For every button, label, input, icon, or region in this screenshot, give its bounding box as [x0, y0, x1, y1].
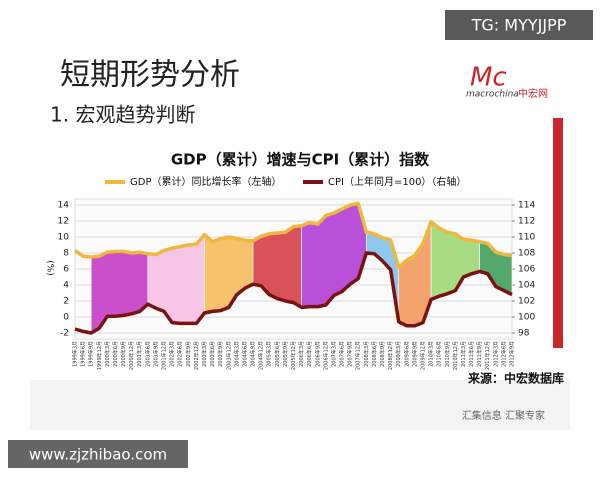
x-tick-label: 2012年6月 [500, 341, 507, 367]
x-tick-label: 2006年12月 [322, 341, 329, 370]
series-line [74, 201, 513, 270]
slide-subtitle: 1. 宏观趋势判断 [50, 103, 195, 127]
x-tick-label: 2002年9月 [185, 341, 192, 367]
x-tick-label: 1999年3月 [72, 341, 79, 367]
x-tick-label: 2007年6月 [339, 341, 346, 367]
x-tick-label: 2010年3月 [428, 341, 435, 367]
x-tick-label: 2002年12月 [193, 341, 200, 370]
x-tick-label: 2011年9月 [476, 341, 483, 367]
y-tick-label: 0 [63, 313, 69, 323]
x-tick-label: 2001年6月 [144, 341, 151, 367]
x-tick-label: 2011年3月 [460, 341, 467, 367]
x-tick-label: 2009年9月 [411, 341, 418, 367]
x-tick-label: 2009年12月 [419, 341, 426, 370]
x-tick-label: 2000年3月 [104, 341, 111, 367]
x-tick-label: 2010年6月 [436, 341, 443, 367]
site: www.zjzhibao.com [29, 446, 167, 464]
x-tick-label: 2012年3月 [492, 341, 499, 367]
x-tick-label: 2004年9月 [250, 341, 257, 367]
legend-label: GDP（累计）同比增长率（左轴） [130, 175, 281, 188]
x-tick-label: 2006年3月 [298, 341, 305, 367]
y2-tick-label: 110 [518, 233, 535, 243]
x-tick-label: 2009年3月 [395, 341, 402, 367]
site-box [8, 440, 188, 468]
x-tick-label: 2008年9月 [379, 341, 386, 367]
slide-bottom [30, 380, 570, 430]
y2-tick-label: 102 [518, 297, 535, 307]
watermark: TG: MYYJJPP [471, 16, 567, 35]
x-tick-label: 1999年12月 [96, 341, 103, 370]
x-tick-label: 2000年6月 [112, 341, 119, 367]
x-tick-label: 2001年12月 [161, 341, 168, 370]
x-tick-label: 2008年6月 [371, 341, 378, 367]
x-tick-label: 2006年9月 [314, 341, 321, 367]
slide-title: 短期形势分析 [60, 58, 240, 93]
x-tick-label: 2010年9月 [444, 341, 451, 367]
x-tick-label: 2005年12月 [290, 341, 297, 370]
x-tick-label: 2004年6月 [241, 341, 248, 367]
x-tick-label: 2005年3月 [266, 341, 273, 367]
x-tick-label: 2009年6月 [403, 341, 410, 367]
legend-label: CPI（上年同月=100）（右轴） [328, 175, 466, 188]
x-tick-label: 2004年3月 [233, 341, 240, 367]
x-tick-label: 2005年6月 [274, 341, 281, 367]
x-tick-label: 2003年6月 [209, 341, 216, 367]
logo-cn: 中宏网 [518, 87, 548, 100]
x-tick-label: 2002年6月 [177, 341, 184, 367]
y2-tick-label: 100 [518, 313, 535, 323]
x-tick-label: 2011年6月 [468, 341, 475, 367]
source: 来源：中宏数据库 [467, 371, 564, 386]
x-tick-label: 2012年9月 [509, 341, 516, 367]
y-tick-label: 2 [63, 297, 69, 307]
plot: -2 0 2 4 6 8 10 12 14 98 100 102 104 106 108 110 112 114 1… [58, 198, 535, 370]
x-tick-label: 2001年9月 [152, 341, 159, 367]
x-tick-label: 2007年12月 [355, 341, 362, 370]
x-tick-label: 2008年12月 [387, 341, 394, 370]
chart-title: GDP（累计）增速与CPI（累计）指数 [171, 151, 430, 169]
y-tick-label: 12 [58, 217, 69, 227]
y-axis-label: (%) [45, 260, 55, 276]
watermark-box [445, 10, 593, 40]
x-tick-label: 2002年3月 [169, 341, 176, 367]
accent-bar [553, 118, 563, 348]
x-tick-label: 2005年9月 [282, 341, 289, 367]
x-tick-label: 2000年9月 [120, 341, 127, 367]
y2-tick-label: 108 [518, 249, 535, 259]
logo-text: macrochina [466, 90, 519, 100]
x-tick-label: 2003年3月 [201, 341, 208, 367]
x-tick-label: 1999年6月 [80, 341, 87, 367]
x-tick-label: 2003年12月 [225, 341, 232, 370]
x-tick-label: 2007年9月 [347, 341, 354, 367]
y2-tick-label: 114 [518, 201, 535, 211]
y2-tick-label: 104 [518, 281, 535, 291]
x-tick-label: 2008年3月 [363, 341, 370, 367]
y2-tick-label: 106 [518, 265, 535, 275]
y-tick-label: 8 [63, 249, 69, 259]
y-tick-label: 4 [63, 281, 69, 291]
x-tick-label: 2000年12月 [128, 341, 135, 370]
x-tick-label: 2003年9月 [217, 341, 224, 367]
x-tick-label: 2010年12月 [452, 341, 459, 370]
y2-tick-label: 98 [518, 329, 530, 339]
y-tick-label: 6 [63, 265, 69, 275]
y-tick-label: 14 [58, 201, 70, 211]
y-tick-label: 10 [58, 233, 70, 243]
y-tick-label: -2 [60, 329, 69, 339]
series-line [74, 251, 513, 335]
x-tick-label: 2007年3月 [330, 341, 337, 367]
x-tick-label: 2001年3月 [136, 341, 143, 367]
x-tick-label: 1999年9月 [88, 341, 95, 367]
footer: 汇集信息 汇聚专家 [462, 409, 545, 422]
x-tick-label: 2006年6月 [306, 341, 313, 367]
logo-mark: Mc [470, 63, 507, 93]
x-tick-label: 2004年12月 [258, 341, 265, 370]
y2-tick-label: 112 [518, 217, 535, 227]
x-tick-label: 2011年12月 [484, 341, 491, 370]
